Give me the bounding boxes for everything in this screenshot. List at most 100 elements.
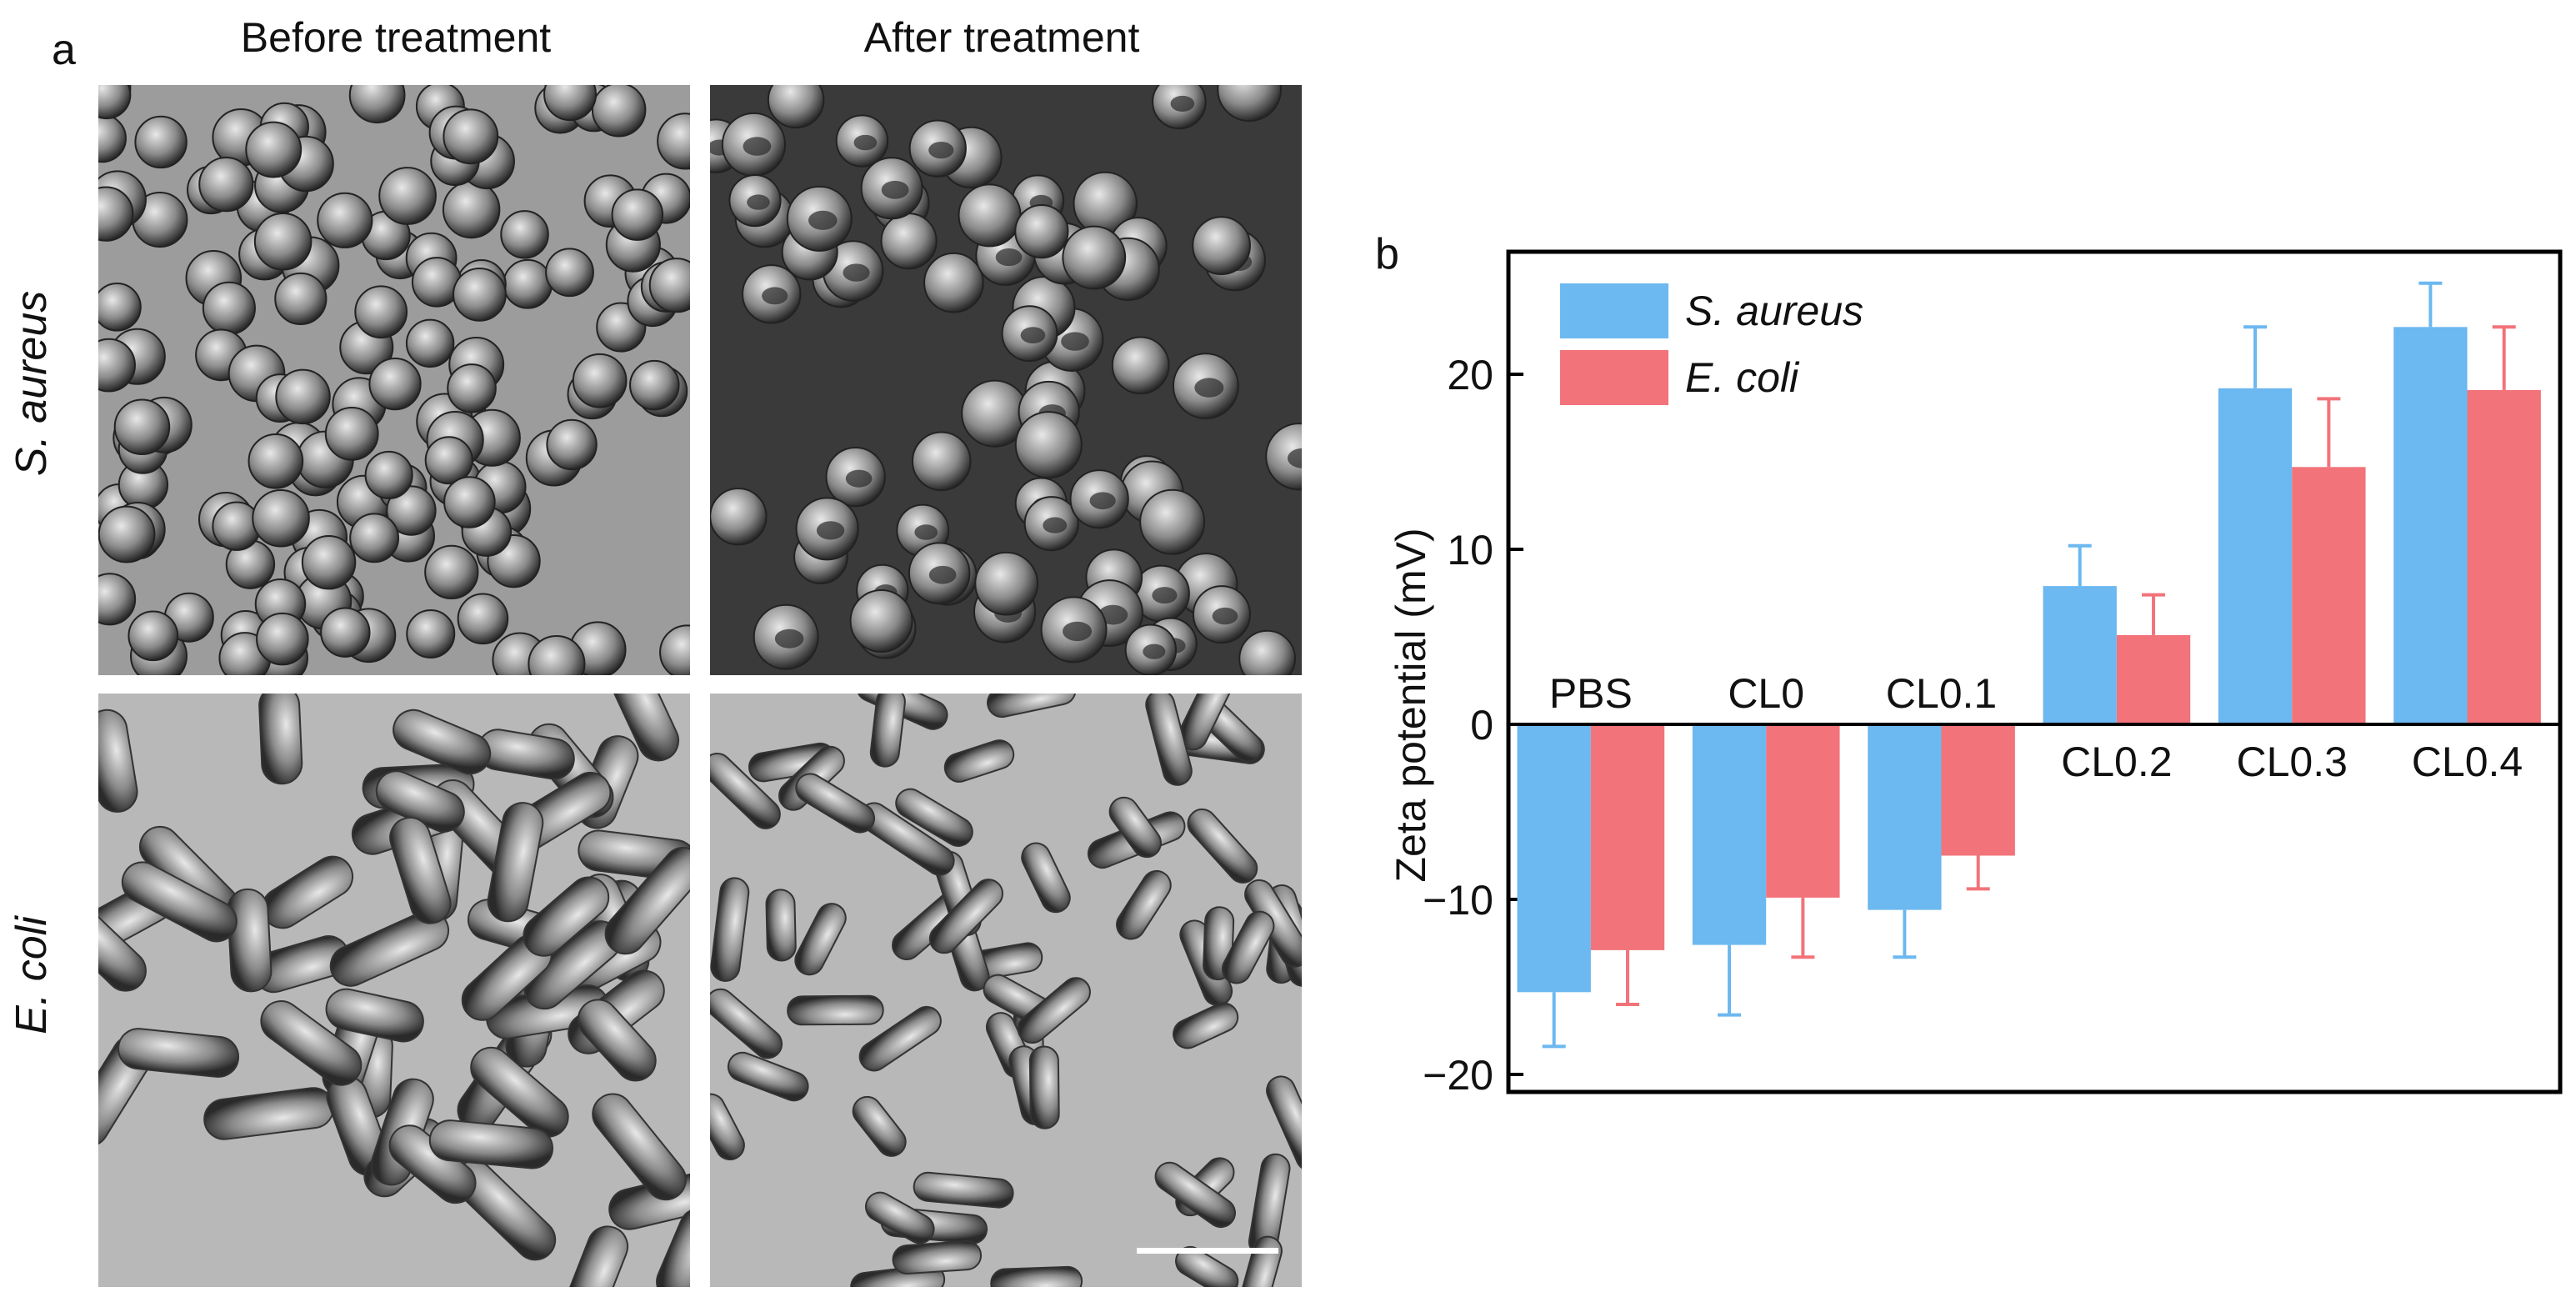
sem-cell (424, 436, 473, 485)
sem-cell-dent (1062, 621, 1093, 642)
sem-cell (546, 418, 598, 471)
category-label: PBS (1549, 670, 1633, 717)
sem-cell (923, 252, 984, 313)
sem-rod-cell (1266, 1075, 1302, 1172)
sem-cell-dent (1043, 517, 1068, 533)
sem-cell (611, 188, 664, 241)
sem-cell (198, 157, 254, 213)
sem-cell-dent (995, 248, 1023, 267)
sem-rod-cell (864, 1191, 935, 1244)
sem-cell (98, 338, 136, 393)
sem-cell-dent (1020, 327, 1046, 344)
sem-cell (659, 624, 690, 675)
row-label-s-aureus: S. aureus (8, 290, 56, 477)
sem-rod-cell (227, 888, 273, 993)
sem-rod-cell (1021, 842, 1071, 914)
sem-cell (98, 186, 134, 242)
sem-rods-damaged-graphic (710, 694, 1302, 1287)
sem-cell (98, 573, 137, 626)
sem-cell (256, 612, 309, 666)
sem-cell (443, 476, 496, 528)
sem-cell (275, 368, 331, 425)
sem-cell (543, 85, 597, 122)
sem-cell (572, 353, 628, 408)
sem-cell (911, 431, 972, 492)
column-title-after: After treatment (863, 14, 1140, 61)
sem-cell (324, 406, 379, 461)
sem-cell-dent (928, 565, 957, 584)
panel-letter-b: b (1375, 230, 1399, 278)
sem-cell (457, 593, 509, 645)
sem-cell (252, 488, 310, 548)
sem-rods-intact-graphic (98, 694, 690, 1287)
sem-cell (443, 108, 499, 165)
sem-cell-dent (1089, 492, 1116, 510)
sem-rod-cell (592, 1093, 687, 1201)
sem-cell (320, 607, 371, 658)
sem-cell (657, 113, 690, 170)
sem-cell-dent (743, 137, 772, 156)
bar-s-aureus-cl0-1 (1868, 724, 1942, 910)
sem-rod-cell (98, 709, 138, 813)
sem-rod-cell (913, 1171, 1014, 1209)
sem-rod-cell (928, 879, 1003, 954)
sem-rod-cell (656, 1207, 690, 1287)
sem-cell (274, 272, 328, 326)
sem-rod-cell (325, 988, 424, 1043)
sem-cell (364, 450, 413, 500)
sem-cell-dent (1170, 95, 1195, 112)
bar-s-aureus-pbs (1517, 724, 1591, 993)
sem-cell (248, 433, 304, 489)
sem-cell-dent (1152, 587, 1178, 604)
sem-cell (354, 285, 408, 339)
sem-rod-cell (795, 773, 875, 834)
sem-cell-dent (914, 524, 938, 540)
sem-cell (710, 488, 768, 546)
sem-cell-dent (881, 180, 909, 199)
sem-cell-dent (762, 287, 788, 305)
sem-rod-cell (393, 709, 492, 775)
sem-rod-cell (260, 1000, 363, 1086)
sem-cell-dent (808, 210, 838, 230)
category-label: CL0.3 (2236, 739, 2347, 785)
sem-rod-cell (470, 1046, 569, 1138)
sem-cell (405, 318, 455, 368)
sem-cell-dent (843, 263, 870, 282)
sem-image-e-coli-before (98, 694, 690, 1287)
sem-cell (1192, 216, 1251, 275)
sem-cell (500, 210, 549, 259)
sem-rod-cell (1116, 869, 1172, 940)
y-tick-label: 0 (1470, 702, 1493, 749)
sem-cell (528, 634, 586, 675)
sem-rod-cell (487, 802, 544, 923)
plot-frame (1506, 249, 2563, 1094)
sem-cell (98, 505, 156, 563)
sem-rod-cell (577, 999, 657, 1082)
sem-rod-cell (561, 1225, 629, 1287)
sem-cell (767, 85, 825, 129)
sem-cell (245, 121, 303, 178)
bar-s-aureus-cl0-4 (2393, 327, 2468, 724)
category-label: CL0 (1728, 670, 1804, 717)
sem-rod-cell (121, 861, 238, 943)
sem-rod-cell (258, 694, 303, 785)
row-label-e-coli: E. coli (8, 916, 56, 1034)
sem-cell-dent (853, 134, 878, 151)
sem-image-e-coli-after (710, 694, 1302, 1287)
sem-cell (974, 551, 1038, 616)
sem-cell (591, 85, 647, 138)
sem-cell-dent (1143, 643, 1166, 659)
sem-cell-dent (928, 142, 954, 159)
sem-rod-cell (710, 753, 781, 829)
sem-cell (386, 485, 437, 536)
bar-e-coli-cl0-4 (2467, 389, 2541, 724)
sem-rod-cell (987, 694, 1077, 719)
sem-rod-cell (943, 739, 1015, 783)
legend-label: E. coli (1685, 354, 1800, 401)
sem-rod-cell (604, 846, 690, 955)
sem-cocci-damaged-graphic (710, 85, 1302, 675)
sem-cell-dent (1287, 448, 1302, 468)
sem-rod-cell (428, 1119, 554, 1169)
sem-cell-dent (1212, 607, 1238, 625)
bar-s-aureus-cl0 (1692, 724, 1767, 945)
